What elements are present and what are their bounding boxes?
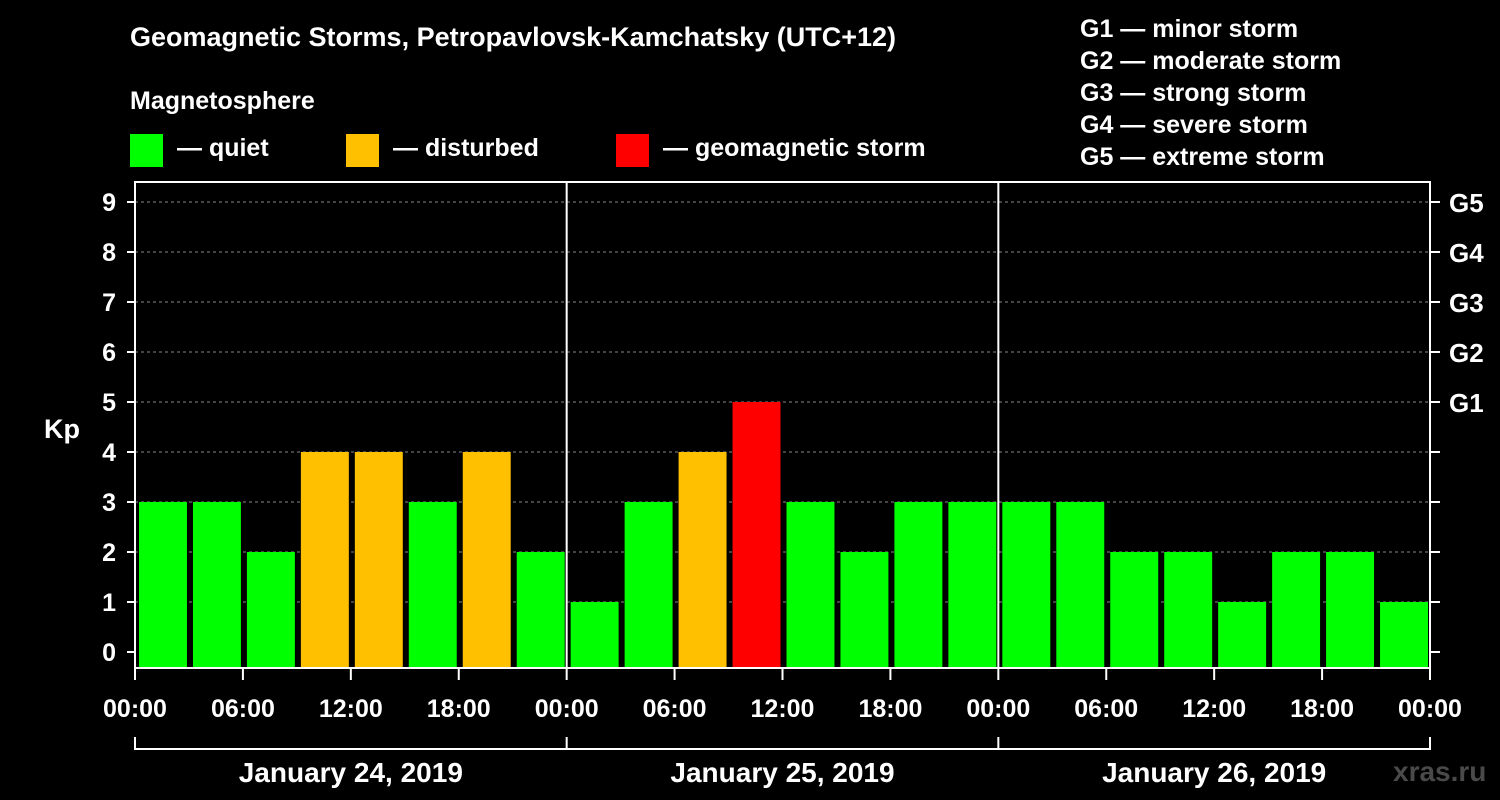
- x-tick-label: 00:00: [966, 695, 1030, 723]
- y-tick-label: 9: [102, 189, 116, 217]
- storm-level-label: G1: [1449, 388, 1484, 418]
- x-tick-label: 12:00: [319, 695, 383, 723]
- x-tick-label: 18:00: [427, 695, 491, 723]
- y-tick-label: 1: [102, 589, 116, 617]
- y-tick-label: 5: [102, 389, 116, 417]
- legend-disturbed-label: — disturbed: [393, 134, 539, 162]
- x-tick-label: 06:00: [1074, 695, 1138, 723]
- x-tick-label: 12:00: [751, 695, 815, 723]
- storm-scale-g1: G1 — minor storm: [1080, 15, 1299, 43]
- x-tick-label: 00:00: [535, 695, 599, 723]
- kp-bar: [894, 502, 943, 668]
- kp-bar: [462, 452, 511, 668]
- storm-scale-g3: G3 — strong storm: [1080, 79, 1307, 107]
- y-tick-label: 8: [102, 239, 116, 267]
- watermark: xras.ru: [1393, 756, 1487, 787]
- date-label: January 24, 2019: [239, 757, 463, 788]
- x-tick-label: 00:00: [1398, 695, 1462, 723]
- kp-bar: [1272, 552, 1321, 668]
- storm-level-label: G3: [1449, 288, 1484, 318]
- date-label: January 26, 2019: [1102, 757, 1326, 788]
- kp-bar: [1002, 502, 1051, 668]
- date-label: January 25, 2019: [670, 757, 894, 788]
- kp-bar: [1218, 602, 1267, 668]
- kp-bar: [678, 452, 727, 668]
- x-tick-label: 18:00: [1290, 695, 1354, 723]
- storm-level-label: G2: [1449, 338, 1484, 368]
- kp-bar: [516, 552, 565, 668]
- kp-bar: [1326, 552, 1375, 668]
- y-tick-label: 2: [102, 539, 116, 567]
- kp-bar: [1056, 502, 1105, 668]
- x-tick-label: 06:00: [211, 695, 275, 723]
- y-tick-label: 7: [102, 289, 116, 317]
- disturbed-swatch: [346, 134, 379, 167]
- magnetosphere-label: Magnetosphere: [130, 87, 315, 115]
- kp-bar: [948, 502, 997, 668]
- y-tick-label: 0: [102, 639, 116, 667]
- kp-bar: [192, 502, 241, 668]
- storm-level-label: G5: [1449, 188, 1484, 218]
- kp-bar: [624, 502, 673, 668]
- storm-scale-g5: G5 — extreme storm: [1080, 143, 1325, 171]
- kp-bar: [732, 402, 781, 668]
- quiet-swatch: [130, 134, 163, 167]
- kp-bar: [354, 452, 403, 668]
- kp-bar: [840, 552, 889, 668]
- kp-bar: [1110, 552, 1159, 668]
- chart-title: Geomagnetic Storms, Petropavlovsk-Kamcha…: [130, 22, 897, 52]
- storm-scale-g2: G2 — moderate storm: [1080, 47, 1342, 75]
- y-tick-label: 6: [102, 339, 116, 367]
- legend-quiet-label: — quiet: [177, 134, 269, 162]
- kp-bar: [139, 502, 187, 668]
- kp-bar: [570, 602, 619, 668]
- storm-level-label: G4: [1449, 238, 1484, 268]
- y-tick-label: 4: [102, 439, 116, 467]
- storm-scale-g4: G4 — severe storm: [1080, 111, 1308, 139]
- storm-swatch: [616, 134, 649, 167]
- kp-bar: [1380, 602, 1428, 668]
- x-tick-label: 06:00: [643, 695, 707, 723]
- kp-bar: [786, 502, 835, 668]
- legend-storm-label: — geomagnetic storm: [663, 134, 926, 162]
- kp-bar: [300, 452, 349, 668]
- y-tick-label: 3: [102, 489, 116, 517]
- y-axis-label: Kp: [44, 414, 80, 444]
- x-tick-label: 18:00: [858, 695, 922, 723]
- kp-bar: [246, 552, 295, 668]
- kp-bar: [1164, 552, 1213, 668]
- x-tick-label: 12:00: [1182, 695, 1246, 723]
- x-tick-label: 00:00: [103, 695, 167, 723]
- kp-bar: [408, 502, 457, 668]
